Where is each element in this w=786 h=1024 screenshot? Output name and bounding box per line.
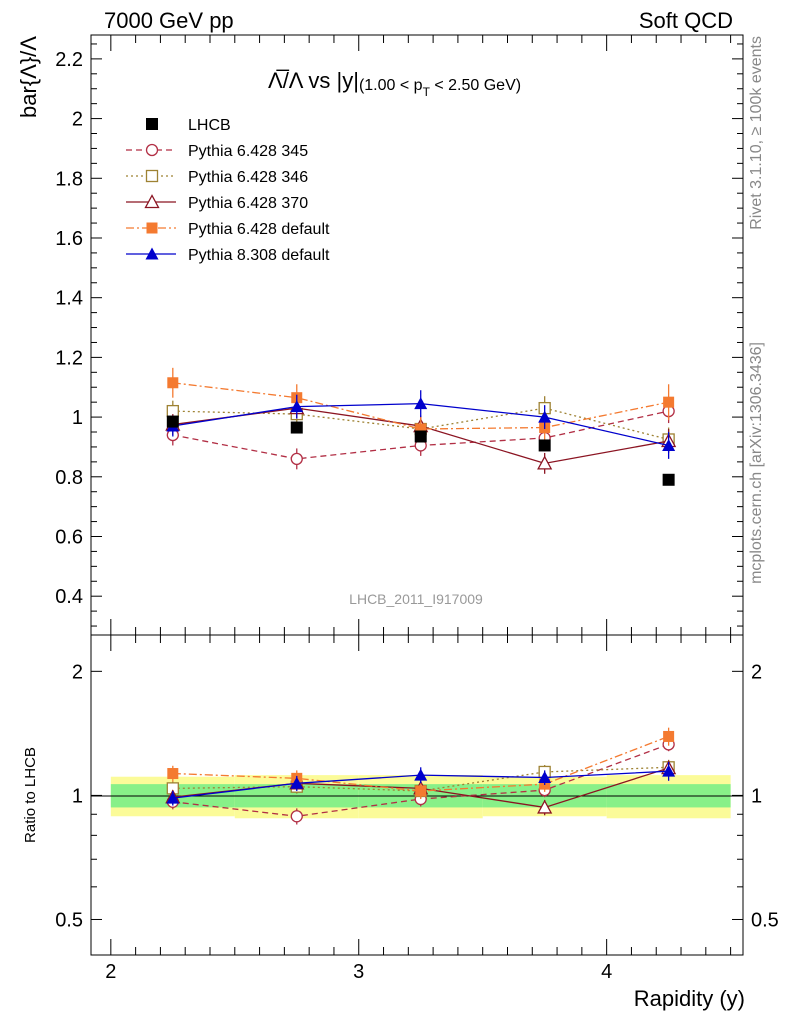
data-point bbox=[538, 439, 551, 452]
ratio-data-point bbox=[538, 771, 552, 784]
ratio-data-point bbox=[662, 764, 676, 777]
ratio-y-tick-label: 2 bbox=[72, 661, 83, 683]
legend-label: Pythia 6.428 346 bbox=[188, 169, 308, 186]
ratio-data-point bbox=[663, 730, 675, 742]
data-point bbox=[290, 421, 303, 434]
legend-marker bbox=[144, 194, 160, 209]
main-data-point bbox=[290, 452, 303, 466]
x-tick-label: 3 bbox=[353, 961, 364, 983]
main-y-tick-label: 2.2 bbox=[55, 49, 83, 71]
ratio-data-point bbox=[414, 768, 428, 781]
main-y-tick-label: 1.2 bbox=[55, 347, 83, 369]
legend-label: Pythia 6.428 default bbox=[188, 221, 330, 238]
header-left: 7000 GeV pp bbox=[104, 8, 234, 33]
legend-entry: LHCB bbox=[146, 117, 231, 134]
main-data-point bbox=[414, 397, 428, 410]
ratio-data-point bbox=[167, 768, 179, 780]
main-plot-panel: 0.4 0.6 0.8 1 1.2 1.4 1.6 1.8 2 2.2 LHCB Pythia 6.… bbox=[16, 34, 744, 636]
ratio-data-point bbox=[290, 776, 304, 789]
main-data-point bbox=[538, 410, 552, 423]
legend-marker bbox=[145, 169, 159, 183]
ratio-y-tick-label: 0.5 bbox=[55, 909, 83, 931]
legend-label: Pythia 6.428 345 bbox=[188, 143, 308, 160]
legend-entry: Pythia 6.428 370 bbox=[126, 194, 308, 212]
rivet-label: Rivet 3.1.10, ≥ 100k events bbox=[748, 36, 765, 230]
x-tick-label: 4 bbox=[601, 961, 612, 983]
main-series-4 bbox=[166, 390, 676, 459]
title-cut-close: < 2.50 GeV) bbox=[430, 77, 521, 94]
title-cut-subscript: T bbox=[423, 85, 431, 99]
main-data-point bbox=[290, 400, 304, 413]
main-y-tick-label: 1 bbox=[72, 407, 83, 429]
legend-entry: Pythia 8.308 default bbox=[126, 247, 330, 264]
ratio-data-point bbox=[415, 785, 427, 797]
legend-entry: Pythia 6.428 default bbox=[126, 221, 330, 238]
main-data-point bbox=[662, 438, 676, 451]
data-point bbox=[414, 430, 427, 443]
ratio-series-4 bbox=[166, 762, 676, 806]
main-y-tick-label: 1.6 bbox=[55, 228, 83, 250]
main-data-point bbox=[663, 396, 675, 408]
ratio-y-tick-label-right: 2 bbox=[751, 661, 762, 683]
legend-label: Pythia 6.428 370 bbox=[188, 195, 308, 212]
main-data-point bbox=[167, 377, 179, 389]
x-tick-label: 2 bbox=[105, 961, 116, 983]
chart-title: Λ̅/Λ vs |y|(1.00 < pT < 2.50 GeV) bbox=[268, 68, 521, 99]
legend-entry: Pythia 6.428 346 bbox=[126, 169, 308, 186]
main-y-tick-label: 1.8 bbox=[55, 168, 83, 190]
ratio-data-point bbox=[166, 791, 180, 804]
analysis-id: LHCB_2011_I917009 bbox=[349, 591, 483, 607]
ratio-data-point bbox=[290, 810, 303, 823]
main-data-point bbox=[537, 455, 553, 470]
legend-label: LHCB bbox=[188, 117, 231, 134]
main-y-axis-label: bar{Λ}/Λ bbox=[16, 36, 41, 118]
legend-entry: Pythia 6.428 345 bbox=[126, 143, 308, 160]
title-main: Λ̅/Λ vs |y| bbox=[268, 68, 359, 93]
legend: LHCB Pythia 6.428 345 Pythia 6.428 346 Pyth… bbox=[126, 117, 330, 264]
data-point bbox=[166, 415, 179, 428]
legend-marker bbox=[146, 222, 158, 234]
main-y-tick-label: 0.4 bbox=[55, 586, 83, 608]
main-data-point bbox=[415, 423, 427, 435]
legend-marker bbox=[145, 247, 159, 260]
ratio-series-line bbox=[172, 743, 669, 817]
header-right: Soft QCD bbox=[639, 8, 733, 33]
main-y-tick-label: 0.8 bbox=[55, 467, 83, 489]
main-y-tick-label: 0.6 bbox=[55, 526, 83, 548]
legend-label: Pythia 8.308 default bbox=[188, 247, 330, 264]
ratio-data-point bbox=[537, 799, 553, 814]
ratio-series-line bbox=[172, 735, 669, 792]
title-cut: (1.00 < p bbox=[359, 77, 423, 94]
ratio-plot-panel: 0.5 0.5 1 1 2 2 Ratio to LHCB bbox=[22, 634, 779, 956]
ratio-y-tick-label-right: 1 bbox=[751, 785, 762, 807]
legend-marker bbox=[146, 118, 158, 130]
ratio-y-tick-label-right: 0.5 bbox=[751, 909, 779, 931]
mcplots-label: mcplots.cern.ch [arXiv:1306.3436] bbox=[748, 342, 765, 584]
ratio-y-tick-label: 1 bbox=[72, 785, 83, 807]
main-y-tick-label: 1.4 bbox=[55, 288, 83, 310]
legend-marker bbox=[145, 143, 159, 157]
x-axis-label: Rapidity (y) bbox=[634, 986, 745, 1011]
main-y-tick-label: 2 bbox=[72, 109, 83, 131]
data-point bbox=[662, 473, 675, 486]
ratio-y-axis-label: Ratio to LHCB bbox=[22, 747, 39, 843]
